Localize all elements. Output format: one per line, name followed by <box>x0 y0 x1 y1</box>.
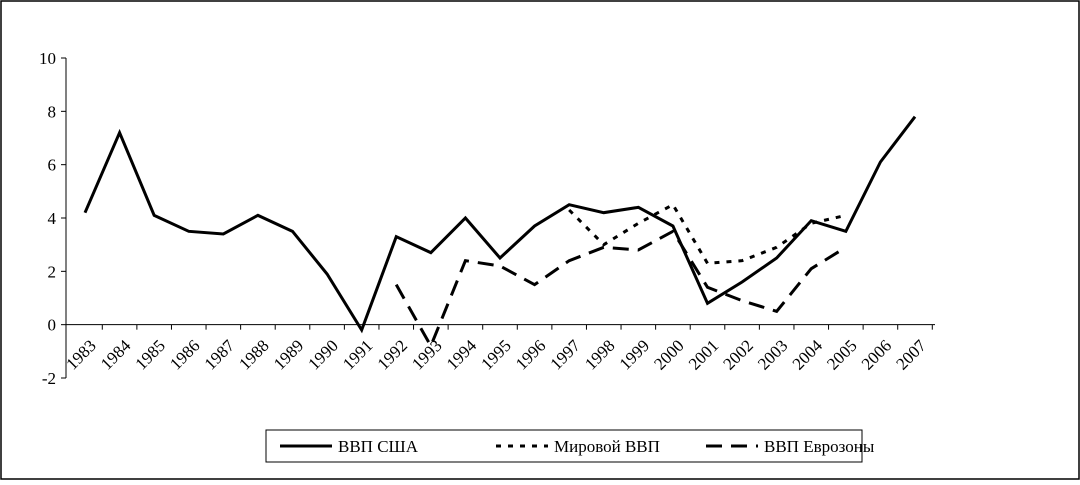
y-tick-label: 8 <box>48 102 57 121</box>
legend-label: ВВП Еврозоны <box>764 437 875 456</box>
y-tick-label: 6 <box>48 156 57 175</box>
y-tick-label: 10 <box>39 49 56 68</box>
legend-box <box>265 429 863 463</box>
legend-label: ВВП США <box>338 437 419 456</box>
series-line <box>394 229 847 350</box>
series-line <box>83 115 917 334</box>
legend-label: Мировой ВВП <box>554 437 660 456</box>
y-tick-label: 2 <box>48 262 57 281</box>
y-tick-label: 0 <box>48 316 57 335</box>
y-tick-label: -2 <box>42 369 56 388</box>
y-tick-label: 4 <box>48 209 57 228</box>
series-line <box>568 202 847 265</box>
